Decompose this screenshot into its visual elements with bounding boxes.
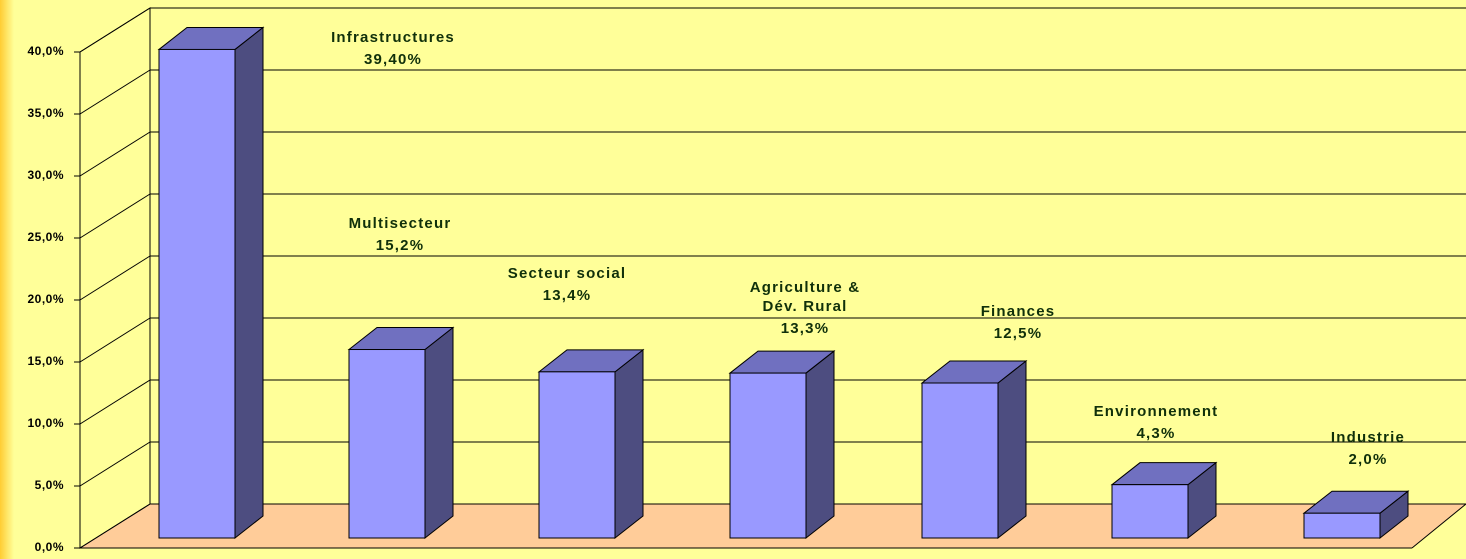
y-tick-label: 0,0%: [35, 540, 64, 554]
bar: [158, 48, 236, 539]
y-tick-label: 5,0%: [35, 478, 64, 492]
value-label: 13,3%: [780, 320, 830, 337]
bar-side: [234, 26, 264, 540]
grid-diagonal: [79, 503, 151, 549]
bar: [348, 349, 426, 539]
value-label: 2,0%: [1348, 451, 1388, 468]
bar-side: [614, 348, 644, 540]
value-label: 15,2%: [375, 237, 425, 254]
value-label: 4,3%: [1136, 425, 1176, 442]
grid-diagonal: [79, 255, 151, 301]
bar-side: [805, 350, 835, 540]
bar: [1111, 484, 1189, 539]
y-tick-label: 30,0%: [27, 168, 64, 182]
category-label: Multisecteur: [348, 215, 452, 232]
bar: [729, 372, 807, 539]
value-label: 12,5%: [993, 325, 1043, 342]
value-label: 13,4%: [542, 287, 592, 304]
grid-diagonal: [79, 379, 151, 425]
y-tick-label: 40,0%: [27, 44, 64, 58]
grid-diagonal: [79, 69, 151, 115]
category-label: Environnement: [1093, 403, 1219, 420]
y-tick-label: 25,0%: [27, 230, 64, 244]
bar: [538, 371, 616, 539]
y-tick-label: 35,0%: [27, 106, 64, 120]
category-label: Secteur social: [507, 265, 627, 282]
grid-diagonal: [79, 317, 151, 363]
edge-band: [0, 0, 14, 559]
floor-edge: [1411, 503, 1466, 549]
grid-diagonal: [79, 7, 151, 53]
category-label: Agriculture & Dév. Rural: [749, 279, 861, 315]
bar: [1303, 512, 1381, 539]
y-tick-label: 20,0%: [27, 292, 64, 306]
bar: [921, 382, 999, 539]
y-tick-label: 15,0%: [27, 354, 64, 368]
category-label: Industrie: [1330, 429, 1406, 446]
category-label: Finances: [980, 303, 1056, 320]
bar-side: [424, 326, 454, 540]
grid-diagonal: [79, 193, 151, 239]
grid-diagonal: [79, 441, 151, 487]
y-tick-label: 10,0%: [27, 416, 64, 430]
grid-diagonal: [79, 131, 151, 177]
bar-side: [997, 359, 1027, 540]
category-label: Infrastructures: [331, 29, 455, 46]
value-label: 39,40%: [363, 51, 423, 68]
